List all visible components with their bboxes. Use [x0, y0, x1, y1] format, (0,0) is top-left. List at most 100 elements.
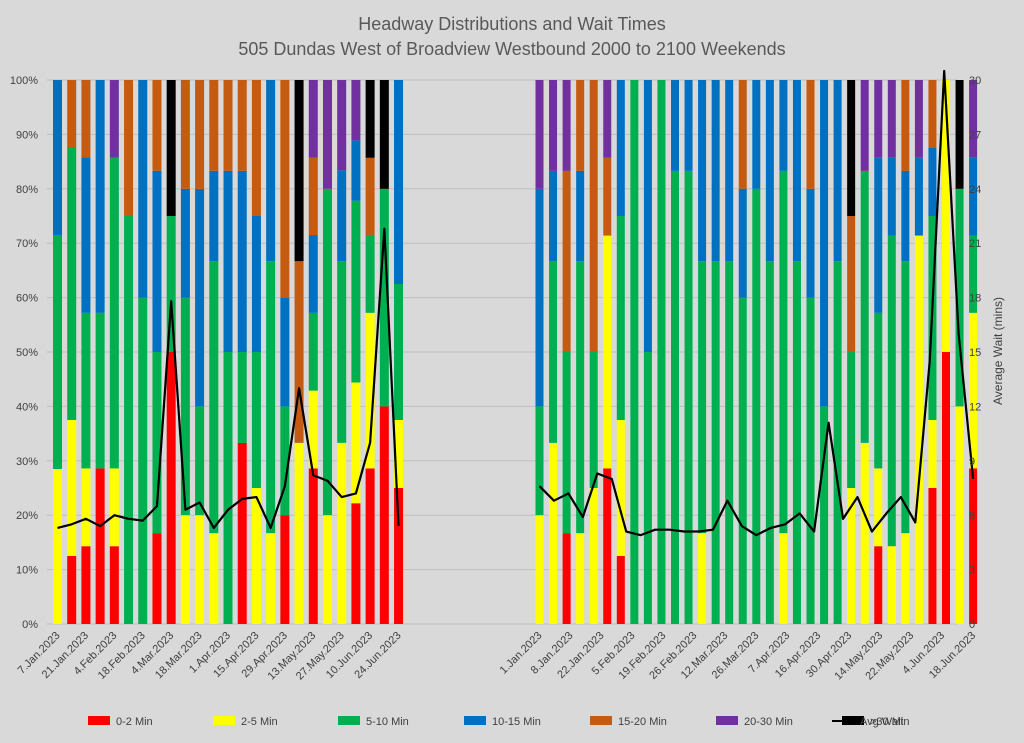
bar-segment — [195, 80, 205, 189]
left-tick-label: 30% — [16, 456, 38, 468]
bar-segment — [549, 80, 558, 171]
legend: 0-2 Min 2-5 Min 5-10 Min 10-15 Min 15-20 Min… — [88, 716, 909, 728]
left-tick-label: 0% — [22, 619, 38, 631]
bar-segment — [806, 297, 815, 624]
bar-segment — [589, 80, 598, 352]
right-axis-label: Average Wait (mins) — [991, 297, 1005, 405]
bar-segment — [308, 312, 318, 391]
bar-segment — [351, 80, 361, 141]
bar-segment — [535, 406, 544, 516]
left-tick-label: 40% — [16, 401, 38, 413]
right-tick-label: 21 — [969, 238, 981, 250]
bar-segment — [874, 312, 883, 469]
bar-segment — [792, 80, 801, 262]
chart-title: Headway Distributions and Wait Times — [358, 14, 665, 34]
bar-segment — [379, 188, 389, 407]
bar-segment — [616, 556, 625, 624]
bar-segment — [180, 297, 190, 516]
right-tick-label: 12 — [969, 401, 981, 413]
bar-segment — [901, 533, 910, 624]
bar-segment — [887, 235, 896, 547]
bar-segment — [603, 235, 612, 469]
bar-segment — [969, 157, 978, 236]
bar-segment — [266, 533, 276, 624]
bar-segment — [81, 157, 91, 313]
bar-segment — [180, 515, 190, 624]
bar-segment — [914, 235, 923, 624]
bar-segment — [549, 261, 558, 443]
bar-segment — [379, 406, 389, 624]
bar-segment — [779, 533, 788, 624]
bar-segment — [251, 80, 261, 216]
bar-segment — [294, 442, 304, 624]
bar-segment — [969, 312, 978, 469]
bar-segment — [874, 468, 883, 547]
bar-segment — [847, 216, 856, 352]
left-tick-label: 70% — [16, 238, 38, 250]
bar-segment — [365, 235, 375, 313]
legend-label: 15-20 Min — [618, 716, 667, 728]
bar-segment — [337, 442, 347, 624]
left-tick-label: 60% — [16, 293, 38, 305]
bar-segment — [337, 80, 347, 171]
right-tick-label: 0 — [969, 619, 975, 631]
bar-segment — [969, 80, 978, 158]
bar-segment — [251, 216, 261, 352]
legend-swatch — [716, 716, 738, 725]
bar-segment — [698, 261, 707, 534]
legend-label: 5-10 Min — [366, 716, 409, 728]
legend-swatch — [88, 716, 110, 725]
bar-segment — [322, 515, 332, 624]
bar-segment — [351, 503, 361, 624]
bar-segment — [616, 80, 625, 216]
bar-segment — [81, 546, 91, 624]
bar-segment — [81, 468, 91, 547]
bar-segment — [901, 80, 910, 171]
bar-segment — [109, 546, 119, 624]
bar-segment — [394, 80, 404, 284]
bar-segment — [209, 261, 219, 534]
bar-segment — [698, 80, 707, 262]
bar-segment — [616, 420, 625, 556]
bar-segment — [223, 80, 233, 171]
bar-segment — [820, 80, 829, 407]
bar-segment — [671, 80, 679, 171]
bar-segment — [549, 442, 558, 624]
bar-segment — [280, 406, 290, 516]
bar-segment — [562, 352, 571, 534]
left-tick-label: 10% — [16, 565, 38, 577]
bar-segment — [576, 80, 585, 171]
bar-segment — [308, 390, 318, 469]
bar-segment — [209, 170, 219, 262]
right-tick-label: 6 — [969, 510, 975, 522]
bar-segment — [365, 468, 375, 624]
legend-swatch — [590, 716, 612, 725]
bar-segment — [237, 170, 247, 352]
bar-segment — [365, 312, 375, 469]
bar-segment — [351, 382, 361, 504]
bar-segment — [562, 80, 571, 171]
legend-swatch — [213, 716, 235, 725]
bar-segment — [124, 216, 134, 624]
bar-segment — [152, 533, 162, 624]
bar-segment — [209, 533, 219, 624]
bar-segment — [294, 261, 304, 443]
bar-segment — [394, 284, 404, 420]
bar-segment — [266, 80, 276, 262]
bar-segment — [394, 488, 404, 624]
right-tick-label: 30 — [969, 75, 981, 87]
bar-segment — [901, 170, 910, 262]
bar-segment — [576, 533, 585, 624]
bar-segment — [535, 515, 544, 624]
right-tick-label: 3 — [969, 565, 975, 577]
bar-segment — [833, 80, 842, 262]
bar-segment — [860, 442, 869, 624]
left-tick-label: 90% — [16, 129, 38, 141]
left-tick-label: 100% — [10, 75, 38, 87]
bar-segment — [394, 420, 404, 488]
bar-segment — [698, 533, 707, 624]
bar-segment — [95, 80, 105, 313]
bar-segment — [237, 80, 247, 171]
bar-segment — [901, 261, 910, 534]
bar-segment — [223, 352, 233, 624]
